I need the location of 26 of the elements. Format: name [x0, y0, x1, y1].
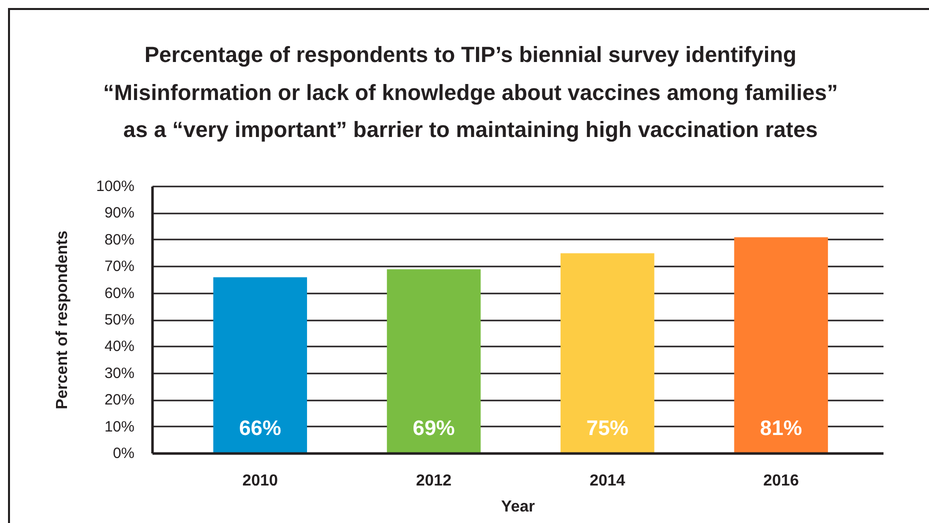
y-tick-label: 0%: [112, 445, 135, 462]
x-tick-label: 2010: [242, 472, 278, 490]
y-tick-label: 60%: [104, 284, 135, 302]
data-label: 66%: [239, 417, 282, 440]
y-tick-label: 80%: [104, 231, 135, 248]
y-tick-label: 90%: [104, 204, 135, 222]
y-tick-label: 100%: [96, 178, 135, 195]
x-tick-label: 2014: [590, 472, 626, 490]
bar: [386, 269, 481, 454]
chart-title: Percentage of respondents to TIP’s biennial survey identifying “Misinformation or lack of knowledge about vaccines among families” as a “very important” barrier to maintaining high vaccination rates: [103, 41, 838, 144]
y-tick-label: 20%: [104, 392, 135, 409]
x-tick-label: 2016: [763, 472, 799, 490]
data-label: 81%: [760, 417, 802, 440]
x-axis-title: Year: [501, 498, 535, 516]
bar: [560, 253, 654, 454]
y-tick-label: 70%: [104, 258, 135, 276]
y-tick-label: 50%: [104, 312, 135, 328]
x-tick-label: 2012: [416, 472, 452, 490]
y-tick-label: 40%: [104, 338, 135, 356]
bar: [213, 277, 308, 454]
y-tick-label: 30%: [104, 364, 135, 382]
data-label: 75%: [586, 417, 629, 440]
y-tick-label: 10%: [104, 418, 135, 436]
y-axis-title: Percent of respondents: [54, 230, 72, 410]
bar: [734, 237, 828, 454]
data-label: 69%: [412, 417, 456, 440]
